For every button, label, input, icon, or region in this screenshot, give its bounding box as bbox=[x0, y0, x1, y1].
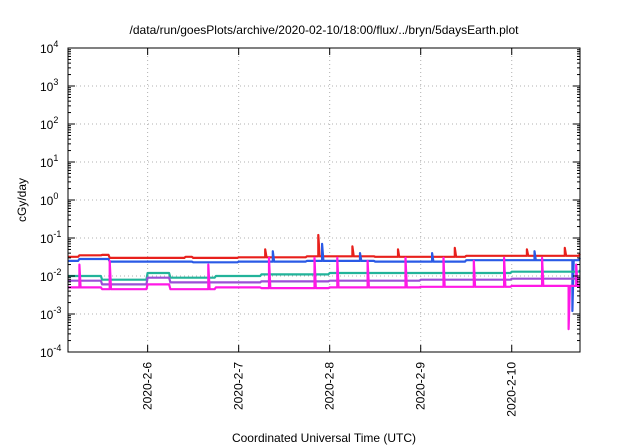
x-tick-label: 2020-2-8 bbox=[323, 362, 337, 410]
y-axis-label: cGy/day bbox=[15, 178, 29, 222]
y-tick-label: 101 bbox=[40, 153, 58, 170]
series-line bbox=[68, 233, 581, 259]
x-tick-label: 2020-2-7 bbox=[232, 362, 246, 410]
y-tick-label: 103 bbox=[40, 77, 58, 94]
x-axis-label: Coordinated Universal Time (UTC) bbox=[232, 431, 416, 445]
series-line bbox=[68, 269, 581, 281]
y-tick-label: 10-2 bbox=[40, 267, 61, 284]
x-tick-label: 2020-2-6 bbox=[141, 362, 155, 410]
series-line bbox=[68, 276, 581, 286]
y-tick-label: 10-1 bbox=[40, 229, 61, 246]
y-tick-label: 10-4 bbox=[40, 343, 61, 360]
y-tick-label: 10-3 bbox=[40, 305, 61, 322]
series-line bbox=[68, 256, 580, 331]
y-tick-label: 102 bbox=[40, 115, 58, 132]
y-tick-label: 100 bbox=[40, 191, 58, 208]
grid-lines bbox=[68, 48, 580, 352]
series-line bbox=[68, 242, 581, 313]
y-tick-label: 104 bbox=[40, 39, 58, 56]
series-layer bbox=[68, 233, 581, 331]
axis-ticks: 10-4 10-3 10-2 10-1 100 101 102 103 104 2020-2-6 2… bbox=[40, 39, 580, 417]
chart-title: /data/run/goesPlots/archive/2020-02-10/1… bbox=[130, 23, 520, 37]
x-tick-label: 2020-2-9 bbox=[414, 362, 428, 410]
x-tick-label: 2020-2-10 bbox=[505, 362, 519, 417]
